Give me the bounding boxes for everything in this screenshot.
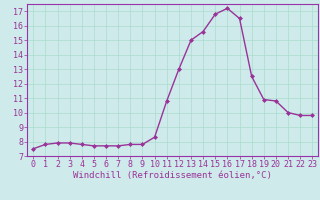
X-axis label: Windchill (Refroidissement éolien,°C): Windchill (Refroidissement éolien,°C) [73,171,272,180]
